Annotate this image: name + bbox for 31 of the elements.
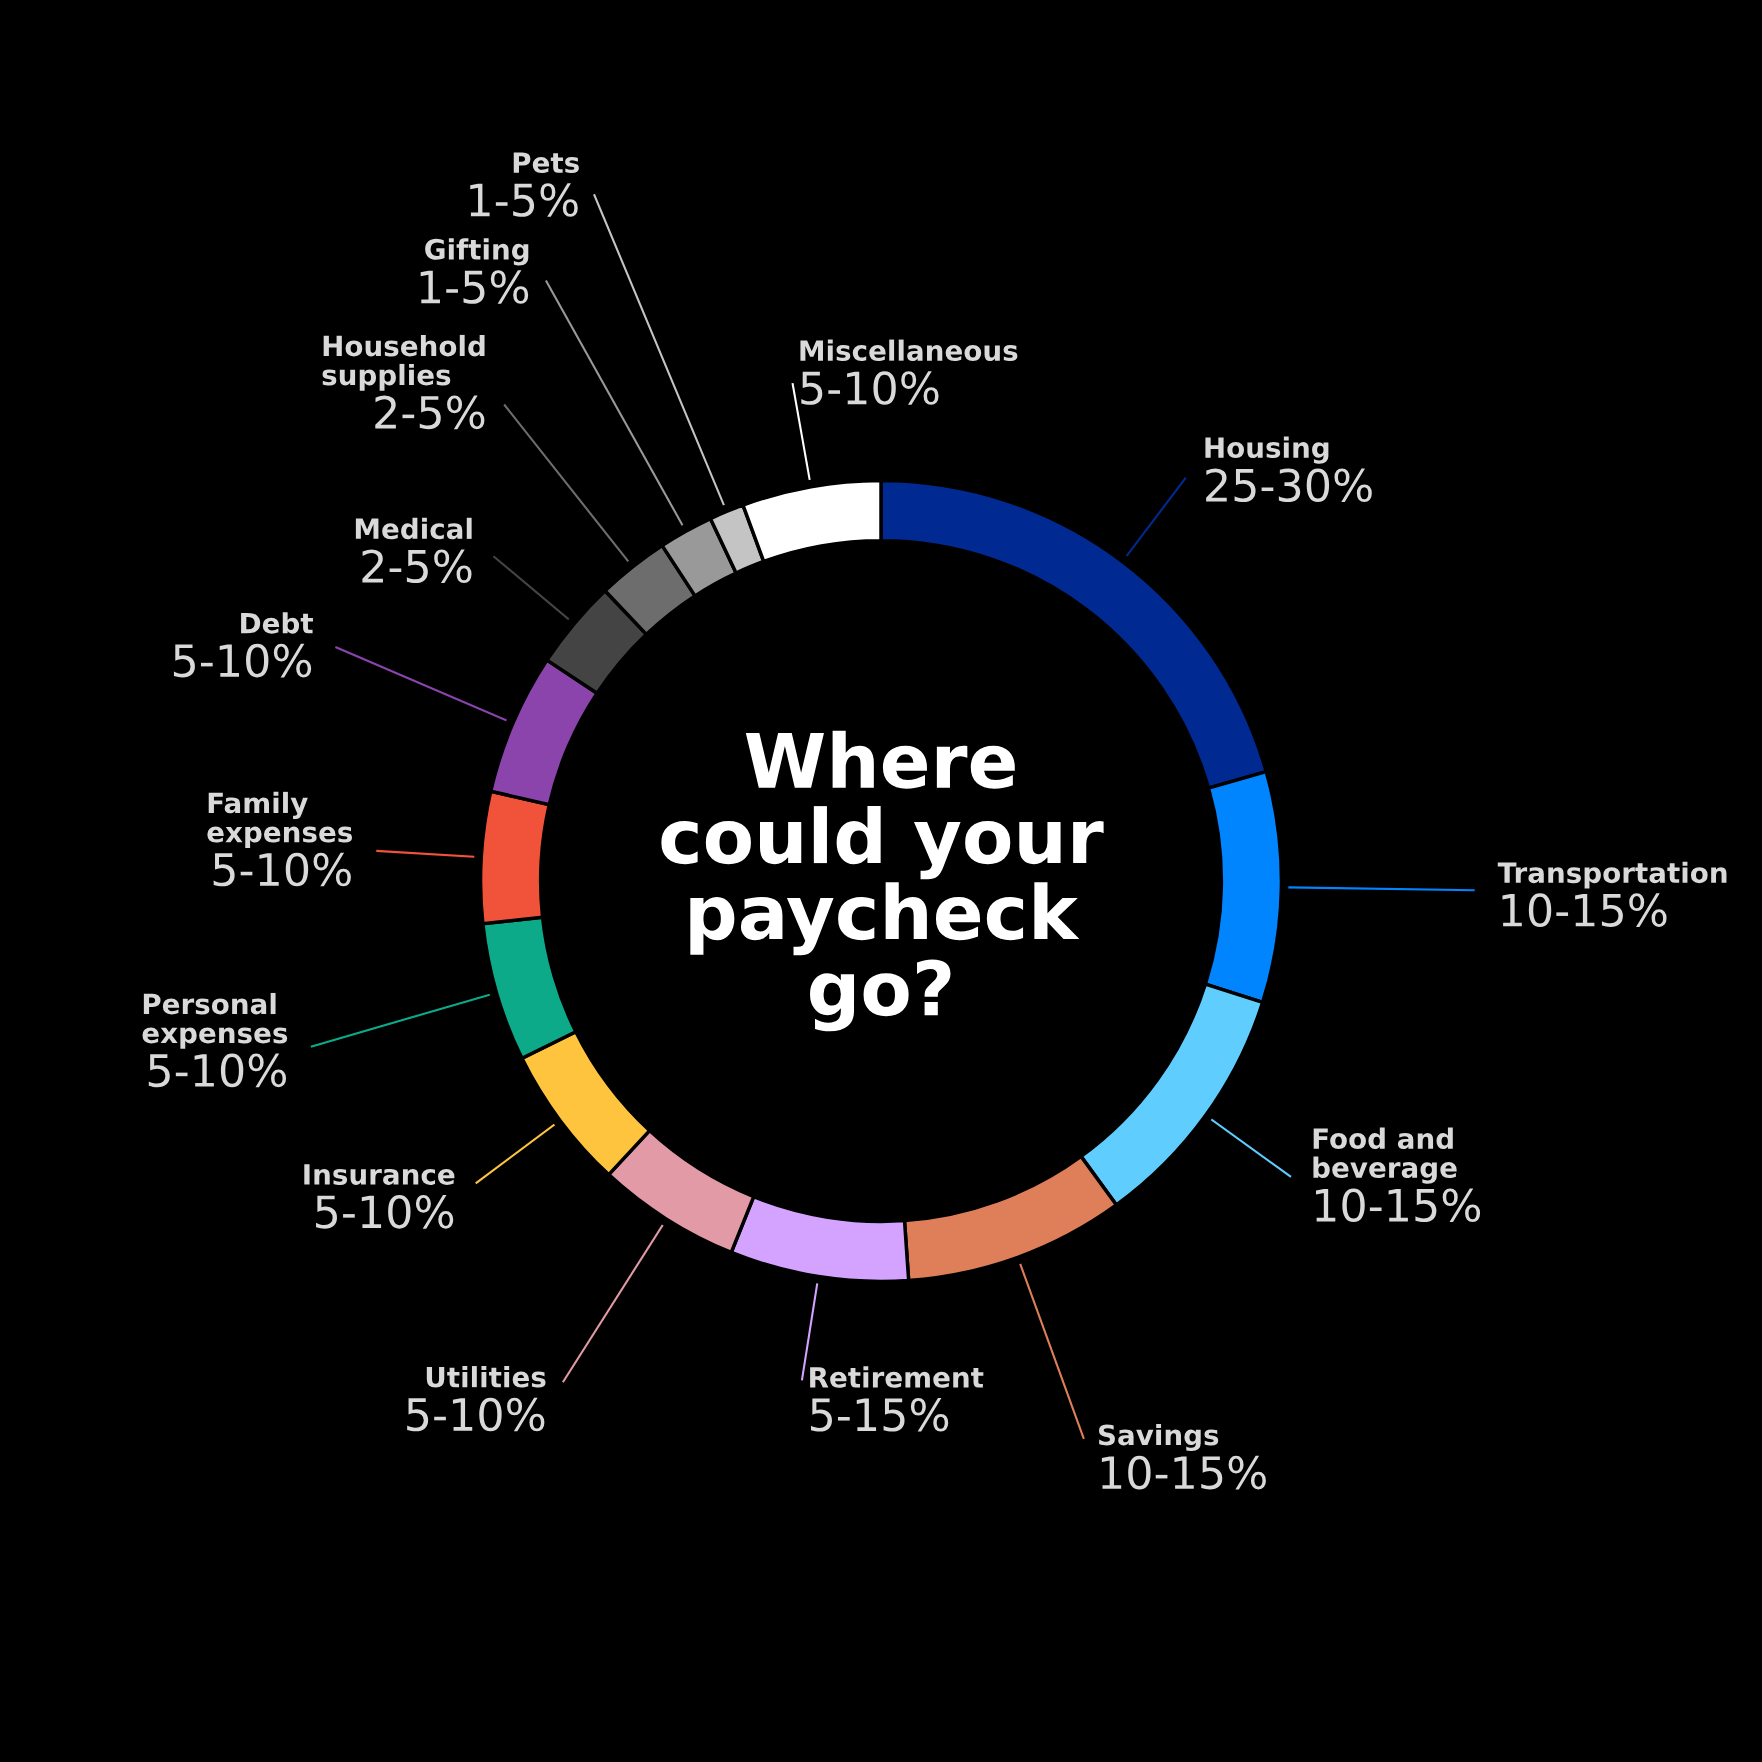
text: 5-10% bbox=[213, 852, 351, 887]
text: 5-10% bbox=[801, 371, 939, 405]
text: 10-15% bbox=[1316, 1188, 1481, 1223]
slice-label: Gifting bbox=[425, 238, 529, 266]
text: 5-15% bbox=[811, 1397, 949, 1432]
text: 1-5% bbox=[420, 270, 529, 304]
slice-label: Savings bbox=[1098, 1423, 1219, 1452]
slice-label: Utilities bbox=[426, 1366, 546, 1388]
text: 5-10% bbox=[316, 1195, 454, 1229]
slice-label: Medical bbox=[355, 517, 472, 540]
slice-label: Insurance bbox=[304, 1164, 455, 1185]
text: 10-15% bbox=[1502, 893, 1667, 927]
slice-label: Food and beverage bbox=[1313, 1127, 1457, 1184]
text: 10-15% bbox=[1101, 1455, 1266, 1490]
slice-label: Personal expenses bbox=[142, 992, 288, 1049]
slice-label: Family expenses bbox=[207, 791, 353, 848]
slice-label: Debt bbox=[241, 612, 313, 634]
text: 25-30% bbox=[1206, 468, 1372, 503]
slice-label: Transportation bbox=[1497, 861, 1727, 889]
slice-label: Retirement bbox=[810, 1366, 984, 1388]
text: Where could your paycheck go? bbox=[661, 730, 1104, 1032]
slice-label: Pets bbox=[513, 152, 579, 174]
text: 5-10% bbox=[407, 1397, 545, 1432]
slice-label: Housing bbox=[1205, 436, 1329, 464]
text: 2-5% bbox=[362, 549, 472, 584]
text: 1-5% bbox=[470, 183, 578, 217]
text: 2-5% bbox=[375, 395, 485, 430]
slice-label: Miscellaneous bbox=[800, 339, 1018, 362]
text: 5-10% bbox=[173, 643, 312, 678]
slice-label: Household supplies bbox=[322, 334, 485, 391]
text: 5-10% bbox=[148, 1053, 287, 1088]
